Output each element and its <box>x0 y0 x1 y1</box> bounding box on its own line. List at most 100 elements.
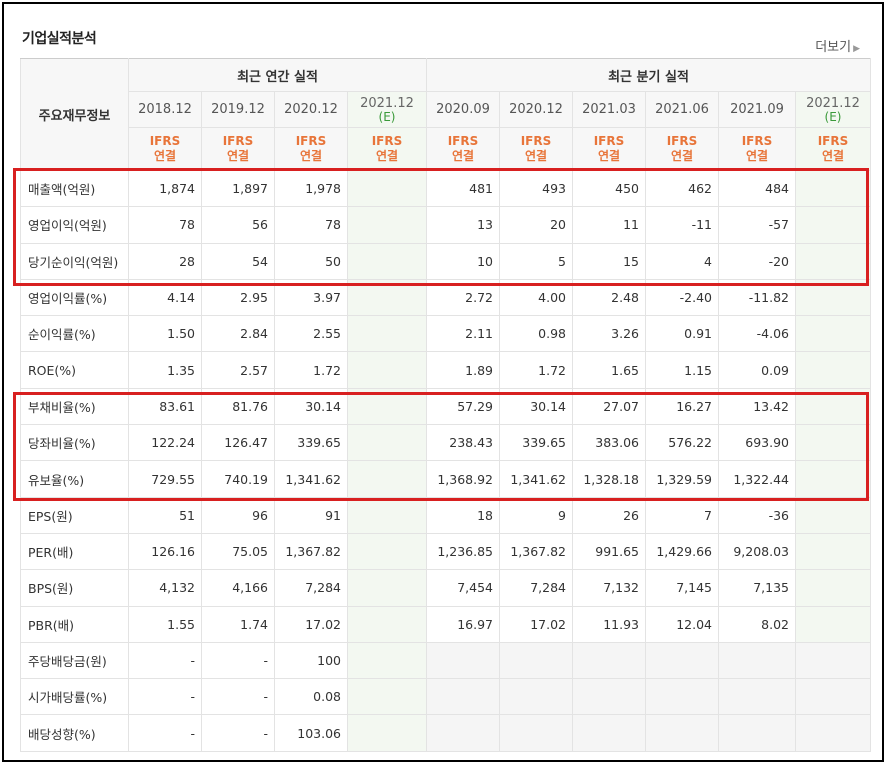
empty-cell <box>795 641 871 680</box>
period-header: 2021.06 <box>645 91 719 128</box>
basis-consolidation: 연결 <box>597 149 621 163</box>
basis-consolidation: 연결 <box>524 149 548 163</box>
value-cell: 122.24 <box>128 424 202 462</box>
value-cell <box>347 532 427 571</box>
table-row: 순이익률(%) 1.50 2.84 2.55 2.11 0.98 3.26 0.91 -4.06 <box>20 315 871 353</box>
value-cell: 16.97 <box>426 605 500 643</box>
value-cell: 1,429.66 <box>645 532 719 571</box>
value-cell: 4.14 <box>128 278 202 317</box>
value-cell: 78 <box>274 206 348 244</box>
value-cell: 96 <box>201 496 275 534</box>
value-cell: 2.84 <box>201 315 275 353</box>
value-cell <box>347 641 427 680</box>
table-row: PBR(배) 1.55 1.74 17.02 16.97 17.02 11.93 12.04 8… <box>20 605 871 643</box>
value-cell: 30.14 <box>274 387 348 426</box>
empty-cell <box>718 641 796 680</box>
value-cell: -36 <box>718 496 796 534</box>
empty-cell <box>499 714 573 752</box>
value-cell <box>795 424 871 462</box>
value-cell: 26 <box>572 496 646 534</box>
period-header: 2018.12 <box>128 91 202 128</box>
row-label: 부채비율(%) <box>20 387 129 426</box>
period-header: 2019.12 <box>201 91 275 128</box>
value-cell: 1.50 <box>128 315 202 353</box>
value-cell: 51 <box>128 496 202 534</box>
empty-cell <box>718 714 796 752</box>
value-cell: 126.16 <box>128 532 202 571</box>
value-cell: 576.22 <box>645 424 719 462</box>
basis-consolidation: 연결 <box>226 149 250 163</box>
value-cell <box>347 460 427 498</box>
table-row: 배당성향(%) - -103.06 <box>20 714 871 752</box>
period-header: 2021.03 <box>572 91 646 128</box>
value-cell: 27.07 <box>572 387 646 426</box>
value-cell: - <box>128 714 202 752</box>
table-row: EPS(원) 51 96 91 18 9 26 7 -36 <box>20 496 871 534</box>
value-cell: - <box>201 641 275 680</box>
period-header: 2021.09 <box>718 91 796 128</box>
value-cell: -2.40 <box>645 278 719 317</box>
basis-standard: IFRS <box>371 134 403 148</box>
row-label: ROE(%) <box>20 351 129 389</box>
financial-table: 주요재무정보 최근 연간 실적 최근 분기 실적 2018.12 2019.12 2… <box>20 58 871 752</box>
value-cell: 7 <box>645 496 719 534</box>
value-cell <box>795 278 871 317</box>
more-link[interactable]: 더보기 ▶ <box>815 36 860 55</box>
value-cell: 7,284 <box>274 569 348 607</box>
basis-standard: IFRS <box>149 134 181 148</box>
value-cell: 1,341.62 <box>499 460 573 498</box>
value-cell <box>795 532 871 571</box>
value-cell <box>795 605 871 643</box>
empty-cell <box>499 641 573 680</box>
value-cell: 740.19 <box>201 460 275 498</box>
period-header: 2020.12 <box>274 91 348 128</box>
value-cell: 50 <box>274 242 348 280</box>
row-label: BPS(원) <box>20 569 129 607</box>
table-row: 매출액(억원) 1,874 1,897 1,978 481 493 450 462 484 <box>20 169 871 208</box>
basis-header: IFRS 연결 <box>347 127 427 171</box>
row-label: 영업이익률(%) <box>20 278 129 317</box>
value-cell <box>347 351 427 389</box>
value-cell: 0.91 <box>645 315 719 353</box>
value-cell: 18 <box>426 496 500 534</box>
basis-header: IFRS 연결 <box>572 127 646 171</box>
value-cell: 991.65 <box>572 532 646 571</box>
table-row: 영업이익률(%) 4.14 2.95 3.97 2.72 4.00 2.48 -2.40 -11… <box>20 278 871 317</box>
value-cell <box>795 569 871 607</box>
value-cell: 1,978 <box>274 169 348 208</box>
section-title: 기업실적분석 <box>22 31 97 47</box>
value-cell: 103.06 <box>274 714 348 752</box>
value-cell: 4.00 <box>499 278 573 317</box>
value-cell: 2.55 <box>274 315 348 353</box>
value-cell <box>347 206 427 244</box>
value-cell: 16.27 <box>645 387 719 426</box>
basis-standard: IFRS <box>666 134 698 148</box>
period-header: 2020.12 <box>499 91 573 128</box>
basis-standard: IFRS <box>520 134 552 148</box>
value-cell: 729.55 <box>128 460 202 498</box>
value-cell: 450 <box>572 169 646 208</box>
value-cell <box>795 460 871 498</box>
empty-cell <box>718 678 796 716</box>
value-cell: -4.06 <box>718 315 796 353</box>
row-label: 주당배당금(원) <box>20 641 129 680</box>
empty-cell <box>645 678 719 716</box>
table-row: 당좌비율(%) 122.24 126.47 339.65 238.43 339.65 383… <box>20 424 871 462</box>
value-cell: 30.14 <box>499 387 573 426</box>
row-label-header: 주요재무정보 <box>20 58 129 171</box>
value-cell: 100 <box>274 641 348 680</box>
table-row: 당기순이익(억원) 28 54 50 10 5 15 4 -20 <box>20 242 871 280</box>
value-cell: 238.43 <box>426 424 500 462</box>
value-cell: 11.93 <box>572 605 646 643</box>
value-cell: 493 <box>499 169 573 208</box>
value-cell: 1,236.85 <box>426 532 500 571</box>
basis-standard: IFRS <box>593 134 625 148</box>
value-cell: 15 <box>572 242 646 280</box>
value-cell: 2.48 <box>572 278 646 317</box>
value-cell <box>795 206 871 244</box>
row-label: 당기순이익(억원) <box>20 242 129 280</box>
value-cell: 78 <box>128 206 202 244</box>
estimate-mark: (E) <box>378 110 396 124</box>
value-cell: -11.82 <box>718 278 796 317</box>
empty-cell <box>795 678 871 716</box>
